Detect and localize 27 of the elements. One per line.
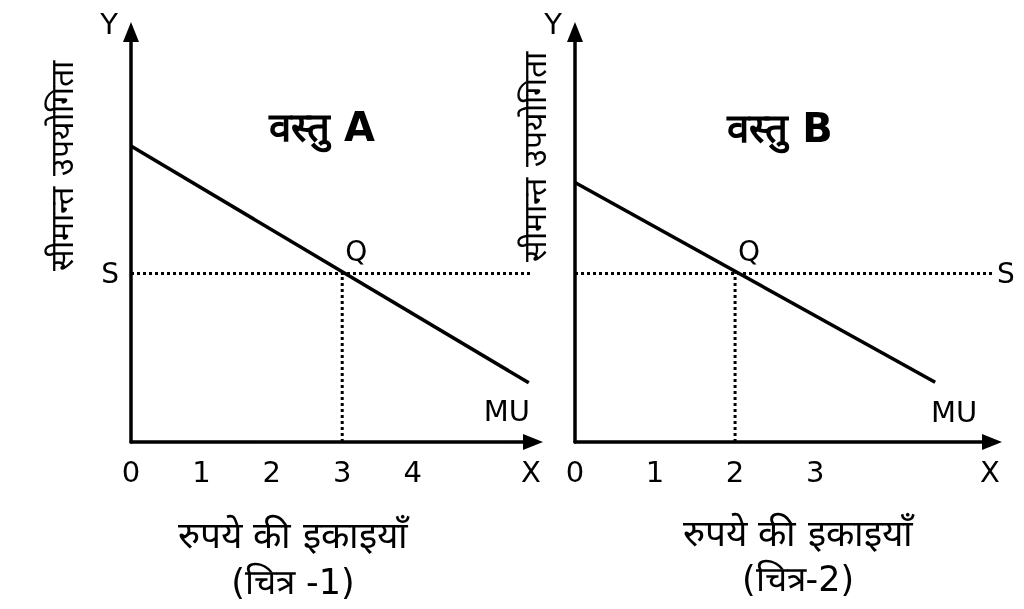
x-tick-label: 4 <box>403 454 422 489</box>
x-tick-label: 0 <box>121 454 141 489</box>
x-tick-label: 2 <box>262 454 282 489</box>
x-axis-title: रुपये की इकाइयाँ <box>682 511 916 555</box>
annotation: Q <box>738 234 761 268</box>
x-tick-label: 0 <box>565 454 585 489</box>
x-axis-title: रुपये की इकाइयाँ <box>177 513 411 557</box>
x-tick-label: 2 <box>725 454 745 489</box>
annotation: Q <box>345 234 368 268</box>
ref-line-label: S <box>101 256 119 290</box>
x-tick-label: 3 <box>332 454 352 489</box>
text: X <box>521 455 541 489</box>
text: (चित्र -1) <box>231 562 355 602</box>
x-tick-label: 3 <box>805 454 825 489</box>
series-label: MU <box>931 395 978 430</box>
chart-title: वस्तु B <box>726 105 833 154</box>
chart-title: वस्तु A <box>268 104 375 153</box>
text: (चित्र-2) <box>741 559 855 599</box>
text: Y <box>543 7 563 41</box>
y-axis-title: सीमान्त उपयोगिता <box>43 60 81 271</box>
text: Y <box>99 7 119 41</box>
text: X <box>980 455 1000 489</box>
y-axis-title: सीमान्त उपयोगिता <box>516 51 554 262</box>
series-label: MU <box>483 393 530 428</box>
ref-line-label: S <box>997 256 1015 290</box>
x-tick-label: 1 <box>192 454 211 489</box>
x-tick-label: 1 <box>645 454 665 489</box>
